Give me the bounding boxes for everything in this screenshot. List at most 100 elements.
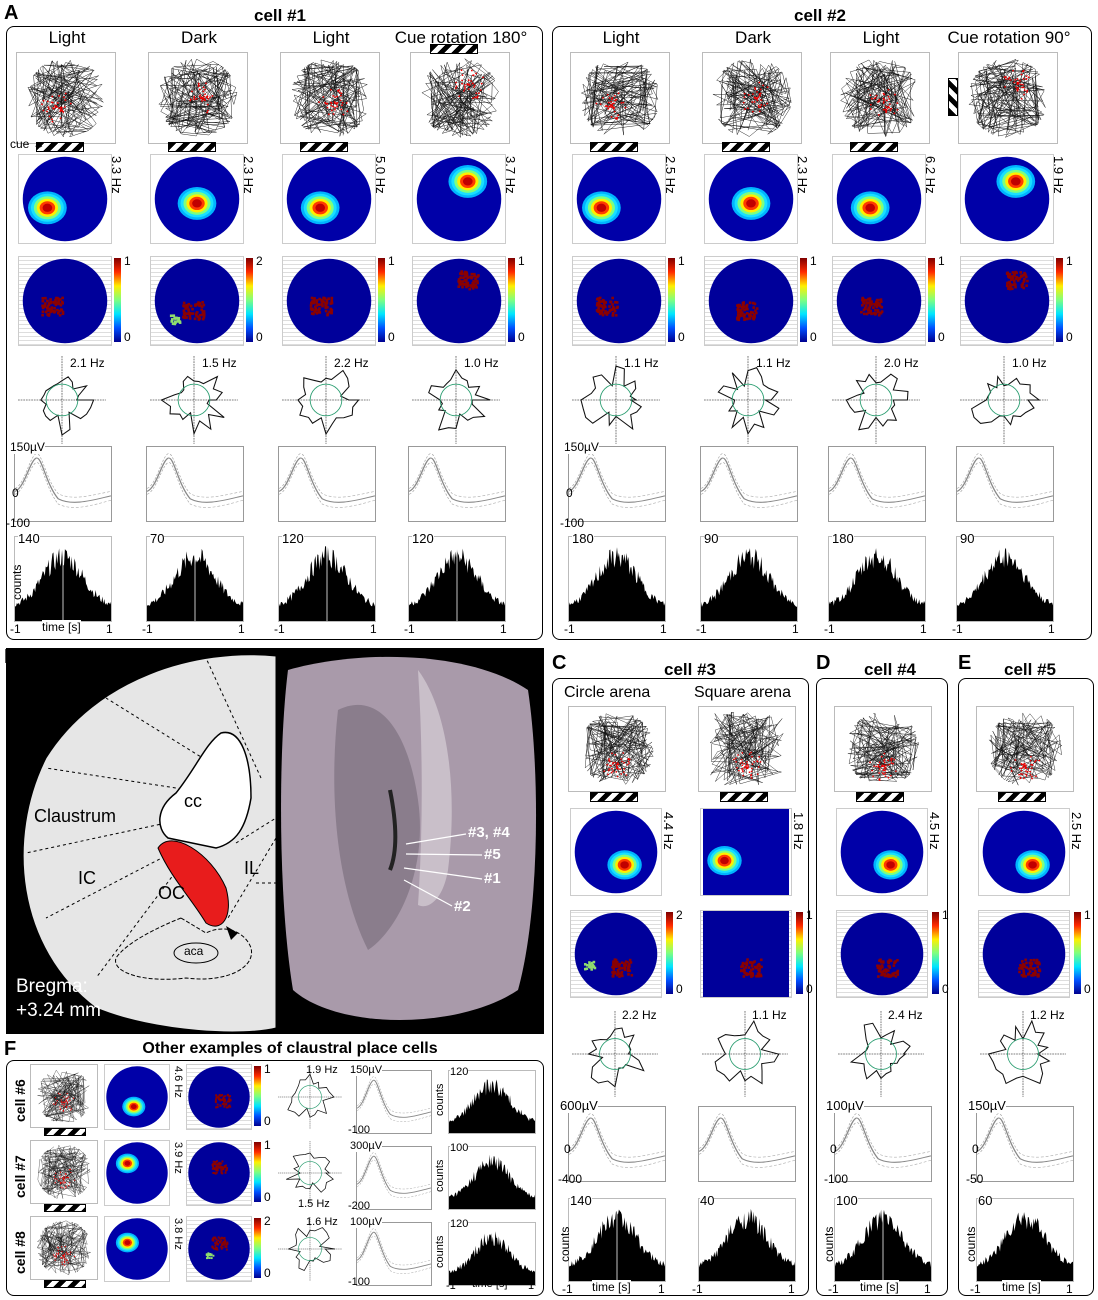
cell3-circle-polar-rate: 2.2 Hz xyxy=(622,1008,657,1022)
cell1-colorbar-1-gradient xyxy=(246,258,253,342)
f-row-0-waveform xyxy=(356,1070,432,1134)
cell2-autocorr-2 xyxy=(828,536,926,622)
cell5-colorbar-gradient xyxy=(1074,912,1081,994)
cell2-colorbar-1-max: 1 xyxy=(810,254,817,268)
cell1-polar-plot-2 xyxy=(282,352,370,448)
cell1-trajectory-3 xyxy=(410,52,510,144)
f-row-2-place-field xyxy=(186,1216,252,1282)
cell2-waveform-2 xyxy=(828,446,926,522)
cell1-colorbar-0-max: 1 xyxy=(124,254,131,268)
cell4-autocorr xyxy=(834,1198,932,1282)
cell1-polar-plot-3 xyxy=(412,352,500,448)
f-row-1-place-field xyxy=(186,1140,252,1206)
cell3-square-autocorr xyxy=(698,1198,796,1282)
cell1-waveform-3 xyxy=(408,446,506,522)
panel-letter-a: A xyxy=(4,2,19,24)
cell4-cue-bar xyxy=(856,792,904,802)
f-row-0-peak-rate: 4.6 Hz xyxy=(172,1066,184,1098)
cell1-rate-map-0 xyxy=(18,154,112,244)
cell2-counts-max-2: 180 xyxy=(832,531,854,546)
f-row-0-place-field xyxy=(186,1064,252,1130)
cell3-circle-colorbar-gradient xyxy=(666,912,673,994)
cell2-wave-top: 150µV xyxy=(564,440,599,454)
cell3-square-polar-rate: 1.1 Hz xyxy=(752,1008,787,1022)
cell3-square-peak-rate: 1.8 Hz xyxy=(791,812,806,850)
label-bregma-2: +3.24 mm xyxy=(16,1000,102,1021)
panel-letter-e: E xyxy=(958,652,972,674)
cell2-place-field-0 xyxy=(572,256,666,346)
f-row-1-rate-map xyxy=(104,1140,170,1206)
cell2-rate-map-2 xyxy=(832,154,926,244)
cell4-peak-rate: 4.5 Hz xyxy=(927,812,942,850)
cell1-peak-rate-0: 3.3 Hz xyxy=(109,156,124,194)
cell2-cue-bar-2 xyxy=(850,142,898,152)
f-row-1-colorbar-gradient xyxy=(254,1142,261,1202)
cell2-polar-rate-0: 1.1 Hz xyxy=(624,356,659,370)
cell2-waveform-1 xyxy=(700,446,798,522)
f-row-2-wave-top: 100µV xyxy=(350,1216,383,1228)
cell1-counts-max-1: 70 xyxy=(150,531,165,546)
cell1-peak-rate-3: 3.7 Hz xyxy=(503,156,518,194)
cell3-circle-waveform xyxy=(568,1106,666,1182)
f-row-1-peak-rate: 3.9 Hz xyxy=(172,1142,184,1174)
cell1-trajectory-0 xyxy=(16,52,116,144)
cell2-place-field-2 xyxy=(832,256,926,346)
cell5-rate-map xyxy=(978,808,1070,896)
cell2-peak-rate-3: 1.9 Hz xyxy=(1051,156,1066,194)
cell2-title: cell #2 xyxy=(794,6,846,25)
cell1-waveform-1 xyxy=(146,446,244,522)
cell3-square-colorbar-max: 1 xyxy=(806,908,813,922)
cell5-tick-neg: -1 xyxy=(970,1282,981,1296)
cell2-place-field-1 xyxy=(704,256,798,346)
cell1-polar-plot-0 xyxy=(18,352,106,448)
cell1-colorbar-2-gradient xyxy=(378,258,385,342)
cell1-waveform-2 xyxy=(278,446,376,522)
panel-b-figure: Claustrum cc IC OC IL aca Bregma: +3.24 … xyxy=(6,648,544,1034)
cell2-polar-rate-2: 2.0 Hz xyxy=(884,356,919,370)
cell3-square-colorbar-gradient xyxy=(796,912,803,994)
cell1-tick-pos-1: 1 xyxy=(238,622,245,636)
cell5-counts-label: counts xyxy=(964,1226,978,1262)
f-row-2-colorbar-min: 0 xyxy=(264,1266,271,1280)
cell3-circle-polar-plot xyxy=(572,1006,658,1102)
cell5-waveform xyxy=(976,1106,1074,1182)
cell2-rate-map-3 xyxy=(960,154,1054,244)
f-row-1-wave-top: 300µV xyxy=(350,1140,383,1152)
f-row-1-cell-label: cell #7 xyxy=(12,1155,28,1198)
f-row-1-wave-bottom: -200 xyxy=(348,1200,371,1212)
cell2-trajectory-3 xyxy=(958,52,1058,144)
cell1-peak-rate-2: 5.0 Hz xyxy=(373,156,388,194)
cell1-counts-label: counts xyxy=(10,564,24,600)
cell3-square-waveform xyxy=(698,1106,796,1182)
cell5-place-field xyxy=(978,910,1070,998)
cell4-time-label: time [s] xyxy=(860,1280,899,1294)
cell1-peak-rate-1: 2.3 Hz xyxy=(241,156,256,194)
cell2-colorbar-0-min: 0 xyxy=(678,330,685,344)
label-aca: aca xyxy=(184,944,204,958)
label-ic: IC xyxy=(78,868,96,888)
cell1-title: cell #1 xyxy=(254,6,306,25)
cell2-colorbar-3-max: 1 xyxy=(1066,254,1073,268)
f-row-2-counts-max: 120 xyxy=(450,1218,469,1230)
panel-letter-c: C xyxy=(552,652,567,674)
cell2-cue-bar-3 xyxy=(948,78,958,116)
cell1-colorbar-1-min: 0 xyxy=(256,330,263,344)
cell1-place-field-3 xyxy=(412,256,506,346)
cell2-counts-max-0: 180 xyxy=(572,531,594,546)
cell2-waveform-0 xyxy=(568,446,666,522)
cell3-square-polar-plot xyxy=(702,1006,788,1102)
f-row-0-polar-plot xyxy=(278,1064,342,1130)
cell3-square-cue-bar xyxy=(720,792,768,802)
cell2-autocorr-0 xyxy=(568,536,666,622)
f-row-2-polar-plot xyxy=(278,1216,342,1282)
cell2-peak-rate-0: 2.5 Hz xyxy=(663,156,678,194)
cell5-wave-zero: 0 xyxy=(972,1142,979,1156)
cell3-square-place-field xyxy=(700,910,792,998)
f-row-1-cue-bar xyxy=(44,1204,86,1212)
f-row-2-autocorr xyxy=(448,1222,536,1286)
cell2-trajectory-0 xyxy=(570,52,670,144)
cell3-square-rate-map xyxy=(700,808,792,896)
cue-label: cue → xyxy=(10,137,45,151)
cell4-colorbar-gradient xyxy=(932,912,939,994)
panel-f-title: Other examples of claustral place cells xyxy=(142,1040,438,1057)
